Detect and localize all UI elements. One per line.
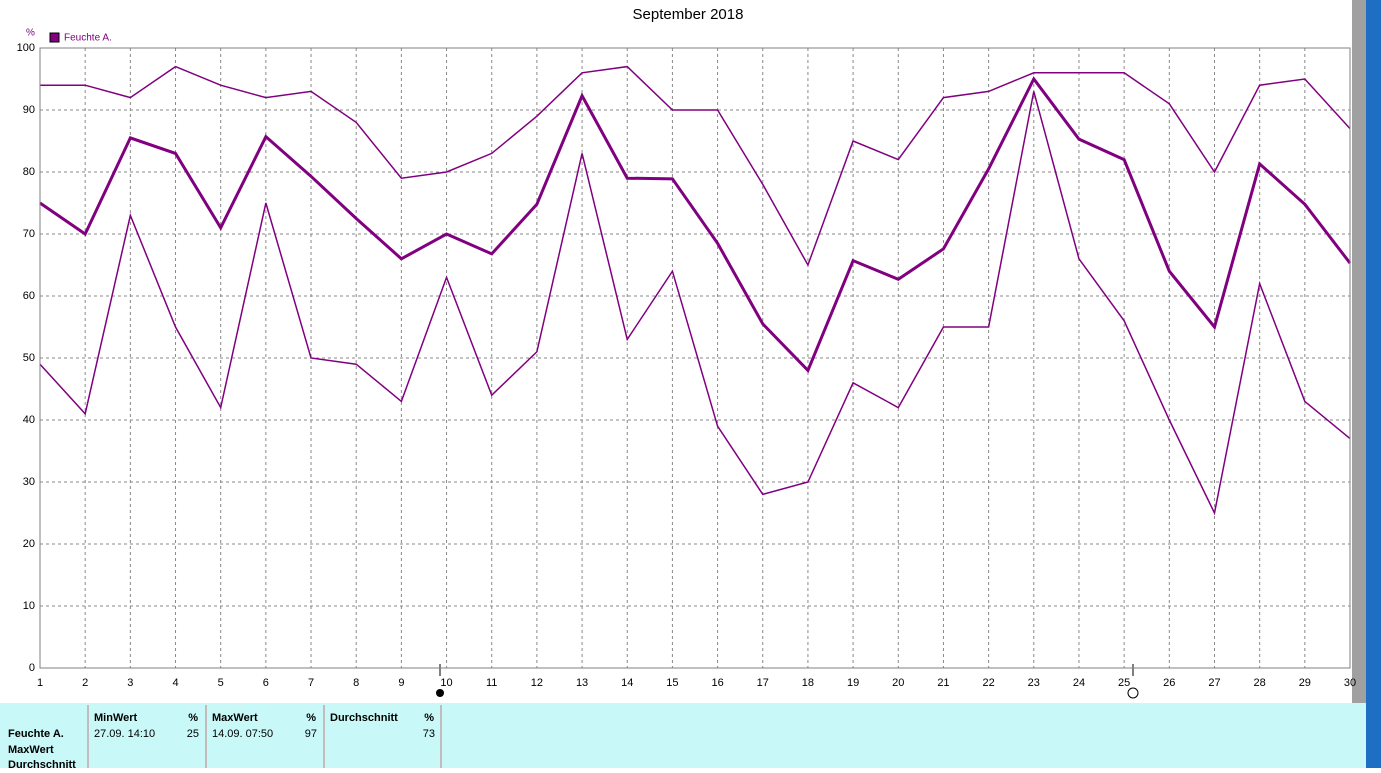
- x-tick-label: 4: [172, 677, 178, 689]
- x-tick-label: 7: [308, 677, 314, 689]
- y-tick-label: 60: [23, 290, 35, 302]
- x-tick-label: 13: [576, 677, 588, 689]
- column-time: 14.09. 07:50: [212, 728, 273, 740]
- column-value: 97: [305, 728, 317, 740]
- row-label: Durchschnitt: [8, 759, 76, 768]
- legend-swatch: [49, 32, 60, 43]
- x-tick-label: 10: [440, 677, 452, 689]
- plot-border: [39, 47, 1351, 669]
- x-tick-label: 3: [127, 677, 133, 689]
- stats-panel: [0, 703, 1366, 768]
- x-tick-label: 1: [37, 677, 43, 689]
- x-tick-label: 27: [1208, 677, 1220, 689]
- x-tick-label: 17: [757, 677, 769, 689]
- x-tick-label: 25: [1118, 677, 1130, 689]
- x-tick-label: 30: [1344, 677, 1356, 689]
- x-tick-label: 24: [1073, 677, 1085, 689]
- column-unit: %: [188, 712, 198, 724]
- x-tick-label: 8: [353, 677, 359, 689]
- y-unit: %: [26, 28, 35, 39]
- y-tick-label: 10: [23, 600, 35, 612]
- x-tick-label: 26: [1163, 677, 1175, 689]
- x-tick-label: 20: [892, 677, 904, 689]
- x-tick-label: 15: [666, 677, 678, 689]
- y-tick-label: 20: [23, 538, 35, 550]
- row-label: Feuchte A.: [8, 728, 64, 740]
- data-line: [39, 76, 1352, 374]
- x-tick-label: 6: [263, 677, 269, 689]
- column-title: MaxWert: [212, 712, 258, 724]
- x-tick-label: 21: [937, 677, 949, 689]
- data-line: [40, 65, 1351, 267]
- x-tick-label: 2: [82, 677, 88, 689]
- cursor-marker[interactable]: [436, 689, 444, 697]
- y-tick-label: 100: [17, 42, 35, 54]
- column-unit: %: [306, 712, 316, 724]
- y-tick-label: 80: [23, 166, 35, 178]
- x-tick-label: 23: [1028, 677, 1040, 689]
- window-border: [1352, 0, 1366, 703]
- column-title: MinWert: [94, 712, 138, 724]
- y-tick-label: 30: [23, 476, 35, 488]
- x-tick-label: 19: [847, 677, 859, 689]
- data-line: [39, 91, 1351, 516]
- desktop-strip: [1366, 0, 1381, 768]
- x-tick-label: 12: [531, 677, 543, 689]
- x-tick-label: 11: [486, 677, 497, 689]
- x-tick-label: 22: [982, 677, 994, 689]
- x-tick-label: 18: [802, 677, 814, 689]
- x-tick-label: 29: [1299, 677, 1311, 689]
- column-title: Durchschnitt: [330, 712, 398, 724]
- chart-title: September 2018: [633, 6, 744, 23]
- y-tick-label: 70: [23, 228, 35, 240]
- x-tick-label: 14: [621, 677, 633, 689]
- legend-label: Feuchte A.: [64, 33, 112, 44]
- y-tick-label: 90: [23, 104, 35, 116]
- y-tick-label: 0: [29, 662, 35, 674]
- cursor-marker[interactable]: [1127, 687, 1139, 699]
- x-tick-label: 9: [398, 677, 404, 689]
- column-time: 27.09. 14:10: [94, 728, 155, 740]
- x-tick-label: 28: [1254, 677, 1266, 689]
- column-unit: %: [424, 712, 434, 724]
- column-value: 73: [423, 728, 435, 740]
- y-tick-label: 50: [23, 352, 35, 364]
- y-tick-label: 40: [23, 414, 35, 426]
- row-label: MaxWert: [8, 744, 54, 756]
- x-tick-label: 16: [711, 677, 723, 689]
- column-value: 25: [187, 728, 199, 740]
- x-tick-label: 5: [218, 677, 224, 689]
- panel-separators: [87, 705, 442, 768]
